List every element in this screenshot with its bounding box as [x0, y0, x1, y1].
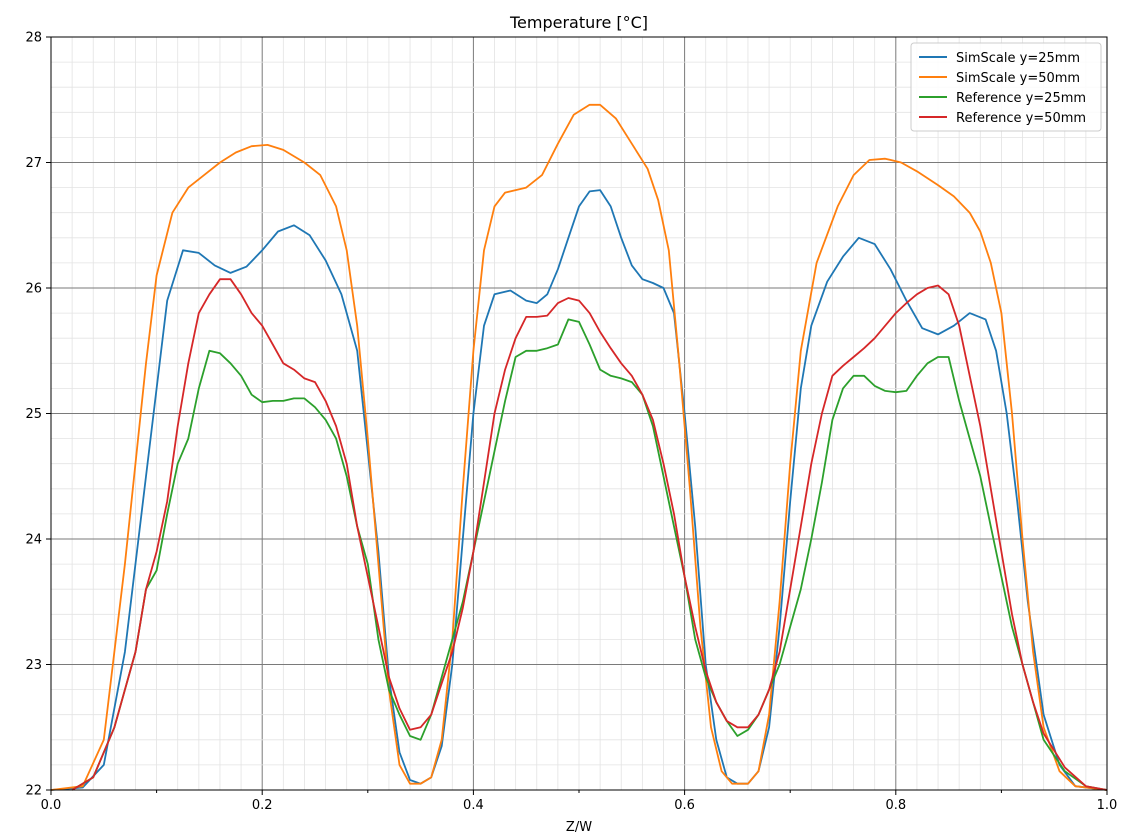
y-axis: 22 23 24 25 26 27 28: [25, 31, 51, 799]
legend-label: Reference y=50mm: [956, 111, 1086, 126]
legend-label: Reference y=25mm: [956, 91, 1086, 106]
series-line-2: [50, 103, 1108, 791]
legend-box: [910, 42, 1102, 132]
x-tick-label: 0.8: [885, 798, 906, 813]
x-tick-label: 1.0: [1097, 798, 1118, 813]
plot-lines: [50, 103, 1108, 791]
y-tick-label: 27: [25, 156, 42, 171]
series-line-1: [50, 189, 1108, 791]
x-tick-label: 0.0: [41, 798, 62, 813]
x-axis-label: Z/W: [566, 820, 592, 835]
legend-label: SimScale y=25mm: [956, 51, 1080, 66]
legend-label: SimScale y=50mm: [956, 71, 1080, 86]
x-tick-label: 0.6: [674, 798, 695, 813]
y-tick-label: 22: [25, 784, 42, 799]
x-tick-label: 0.2: [252, 798, 273, 813]
y-tick-label: 24: [25, 533, 42, 548]
legend: SimScale y=25mm SimScale y=50mm Reference …: [910, 42, 1102, 132]
y-tick-label: 23: [25, 658, 42, 673]
chart-title: Temperature [°C]: [509, 13, 648, 32]
y-tick-label: 25: [25, 407, 42, 422]
y-tick-label: 28: [25, 31, 42, 46]
y-tick-label: 26: [25, 282, 42, 297]
series-line-4: [71, 278, 1108, 791]
series-line-3: [71, 318, 1108, 791]
plot-grid: [50, 36, 1108, 791]
x-tick-label: 0.4: [463, 798, 484, 813]
x-axis: 0.0 0.2 0.4 0.6 0.8 1.0: [41, 790, 1118, 813]
